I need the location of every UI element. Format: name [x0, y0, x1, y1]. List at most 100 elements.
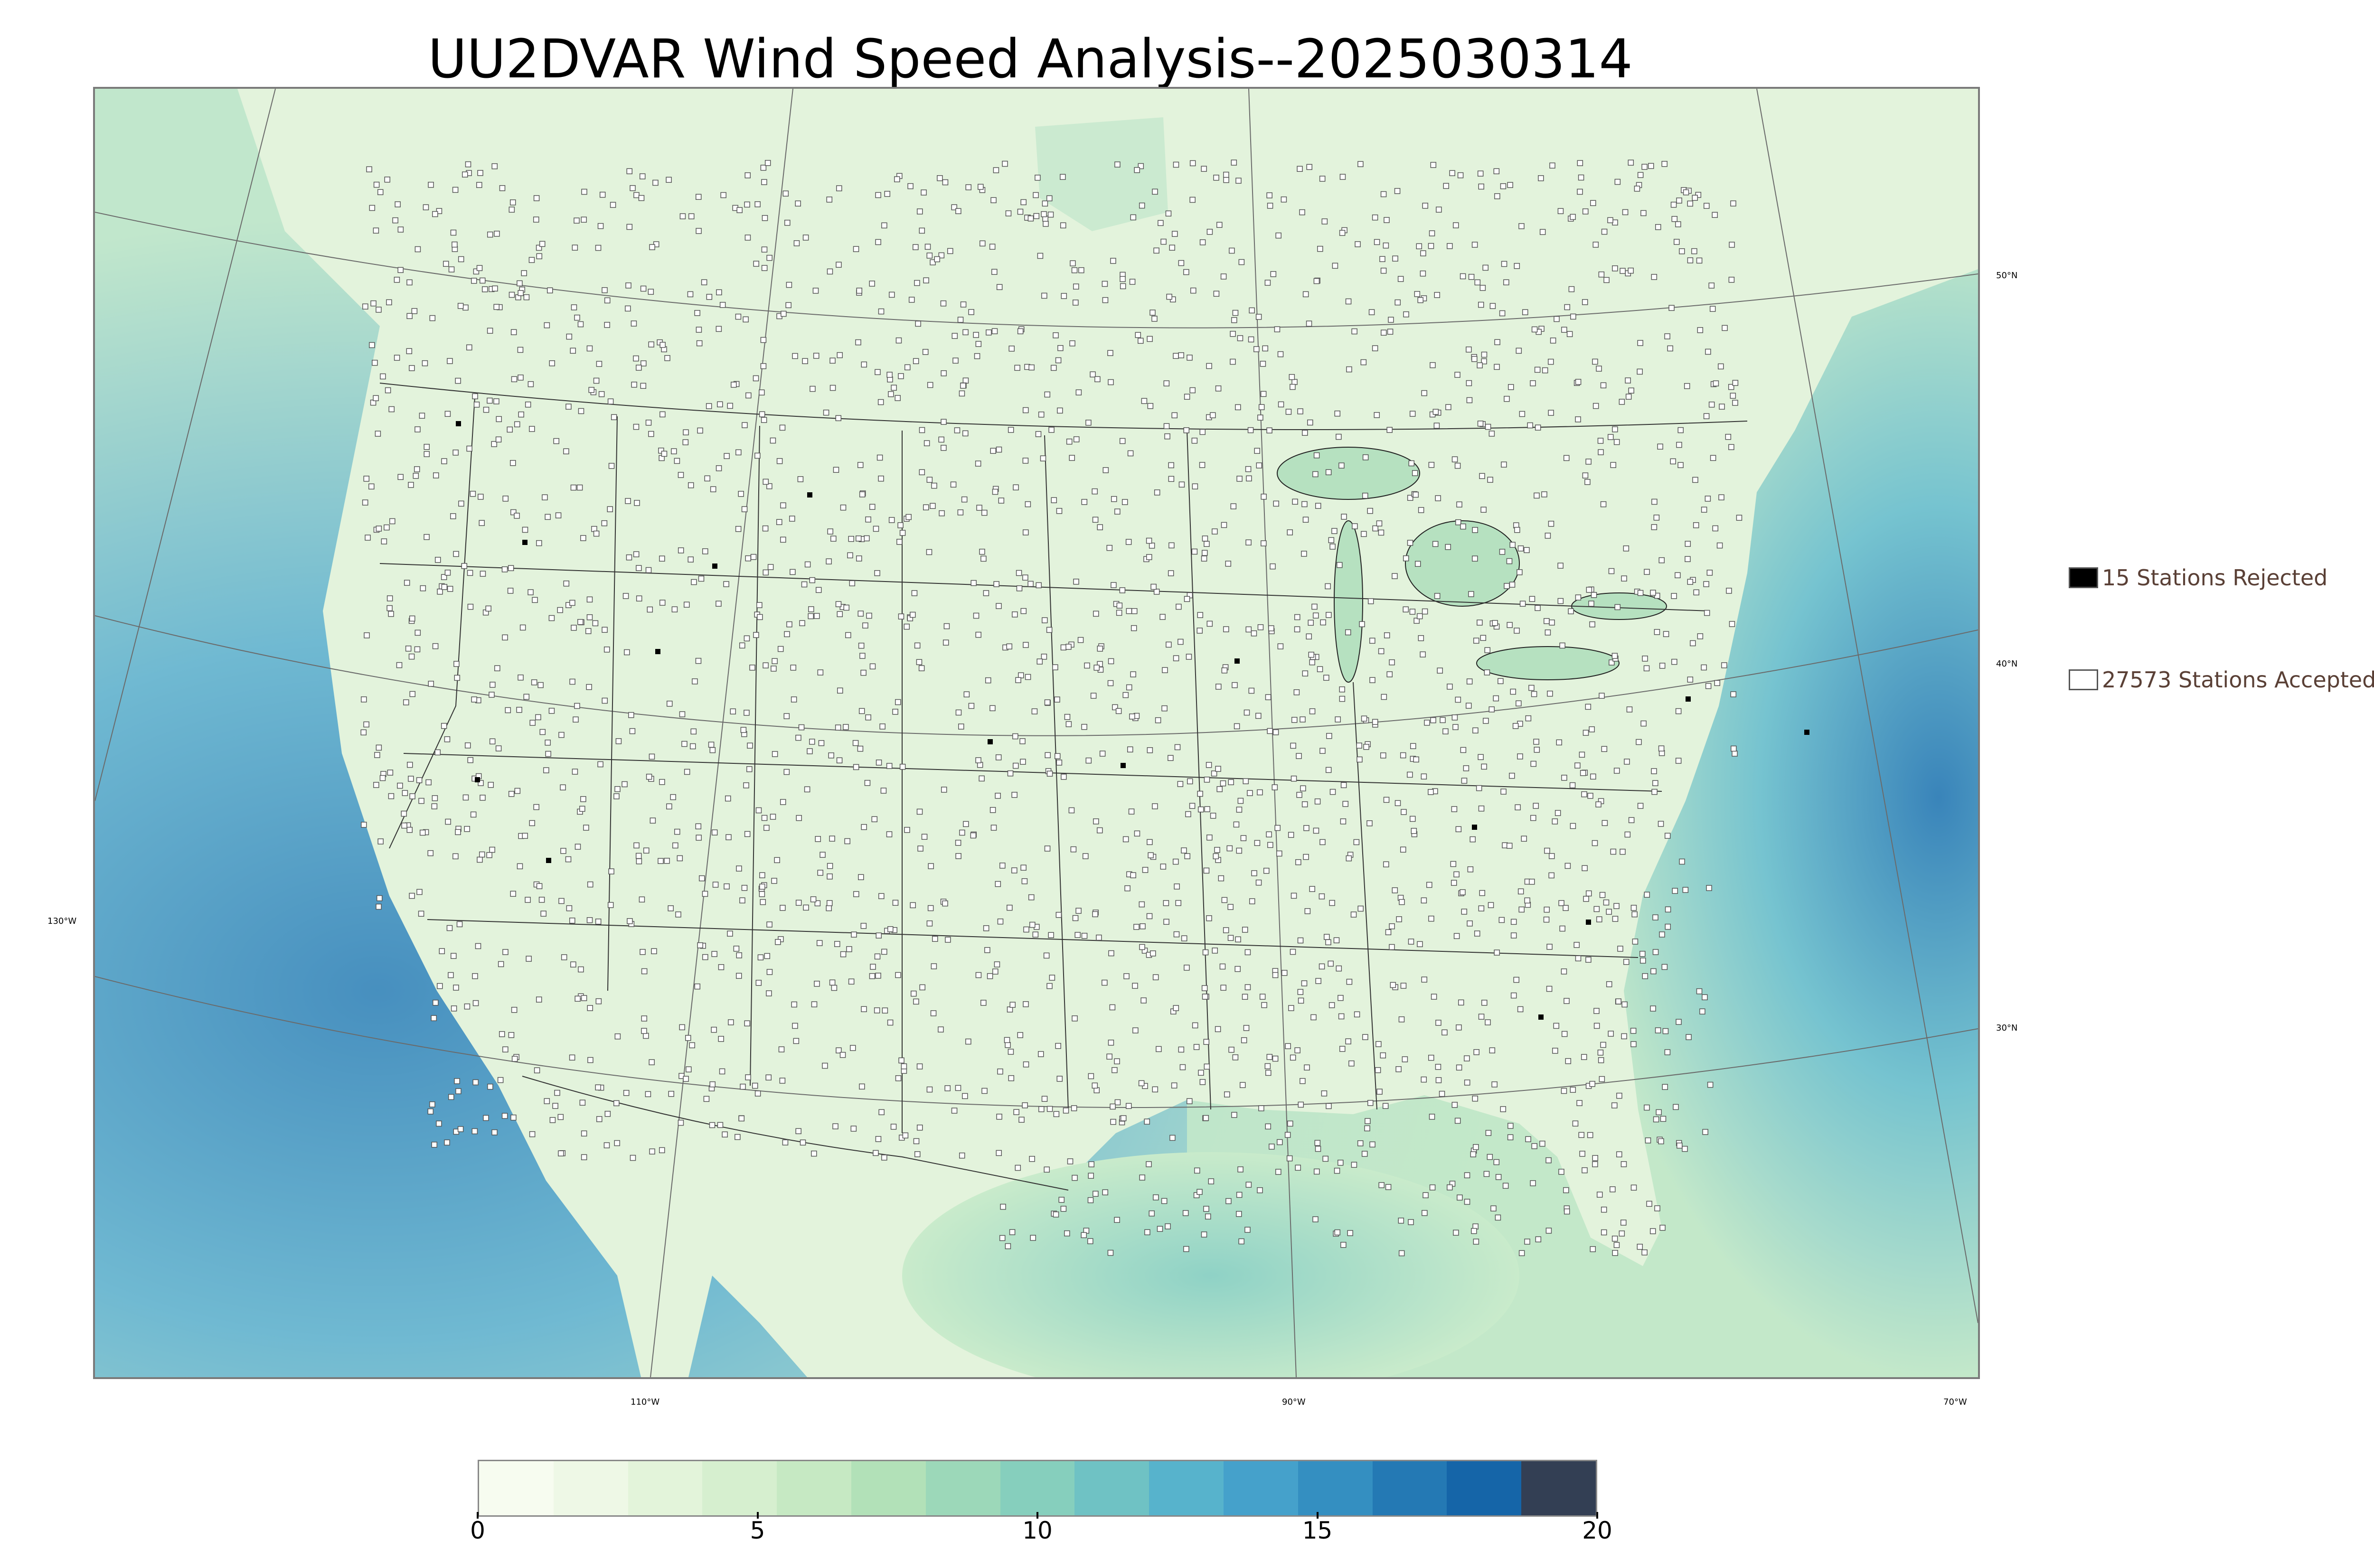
- accepted-station-marker: [1582, 472, 1589, 479]
- accepted-station-marker: [1050, 365, 1057, 371]
- accepted-station-marker: [1634, 186, 1640, 192]
- accepted-station-marker: [696, 340, 703, 347]
- gulf-of-mexico: [902, 1152, 1519, 1377]
- accepted-station-marker: [1078, 267, 1084, 273]
- accepted-station-marker: [1281, 970, 1288, 976]
- accepted-station-marker: [943, 623, 950, 629]
- accepted-station-marker: [1582, 865, 1588, 872]
- accepted-station-marker: [763, 662, 769, 668]
- accepted-station-marker: [1238, 1238, 1244, 1245]
- accepted-station-marker: [1130, 872, 1136, 878]
- wind-speed-map[interactable]: [93, 87, 1980, 1379]
- accepted-station-marker: [1043, 221, 1049, 227]
- accepted-station-marker: [1236, 1192, 1243, 1198]
- colorbar-segment: [1074, 1461, 1149, 1515]
- accepted-station-marker: [1163, 919, 1169, 925]
- accepted-station-marker: [1272, 784, 1278, 790]
- accepted-station-marker: [778, 1046, 785, 1052]
- accepted-station-marker: [879, 723, 886, 730]
- accepted-station-marker: [363, 721, 369, 728]
- accepted-station-marker: [1509, 582, 1516, 588]
- accepted-station-marker: [1204, 806, 1210, 812]
- accepted-station-marker: [853, 891, 859, 897]
- accepted-station-marker: [1416, 243, 1423, 250]
- accepted-station-marker: [761, 265, 768, 271]
- accepted-station-marker: [1160, 238, 1167, 245]
- accepted-station-marker: [1093, 818, 1099, 825]
- accepted-station-marker: [1070, 260, 1076, 266]
- accepted-station-marker: [1602, 820, 1608, 826]
- accepted-station-marker: [1667, 345, 1673, 352]
- accepted-station-marker: [1130, 671, 1136, 677]
- accepted-station-marker: [1535, 424, 1541, 431]
- accepted-station-marker: [649, 1148, 655, 1155]
- accepted-station-marker: [1709, 306, 1716, 312]
- accepted-station-marker: [886, 763, 893, 769]
- accepted-station-marker: [1092, 488, 1098, 495]
- accepted-station-marker: [1507, 622, 1513, 628]
- accepted-station-marker: [999, 1235, 1006, 1241]
- accepted-station-marker: [781, 310, 787, 317]
- accepted-station-marker: [1223, 177, 1229, 183]
- accepted-station-marker: [1183, 269, 1189, 275]
- accepted-station-marker: [1599, 1076, 1605, 1082]
- accepted-station-marker: [495, 436, 502, 443]
- accepted-station-marker: [913, 1138, 920, 1145]
- accepted-station-marker: [1499, 549, 1506, 555]
- accepted-station-marker: [1320, 619, 1326, 626]
- accepted-station-marker: [396, 662, 403, 668]
- accepted-station-marker: [1531, 1143, 1537, 1149]
- accepted-station-marker: [1092, 911, 1098, 918]
- accepted-station-marker: [441, 574, 447, 580]
- accepted-station-marker: [917, 208, 923, 215]
- accepted-station-marker: [537, 682, 544, 688]
- accepted-station-marker: [810, 896, 817, 902]
- accepted-station-marker: [1504, 395, 1510, 402]
- accepted-station-marker: [1065, 644, 1072, 650]
- accepted-station-marker: [774, 857, 780, 864]
- accepted-station-marker: [1190, 287, 1196, 294]
- rejected-station-marker: [1586, 920, 1591, 925]
- accepted-station-marker: [1657, 443, 1663, 450]
- accepted-station-marker: [386, 299, 392, 306]
- accepted-station-marker: [1685, 556, 1691, 562]
- accepted-station-marker: [1041, 292, 1047, 299]
- accepted-station-marker: [1147, 747, 1153, 753]
- accepted-station-marker: [1494, 339, 1500, 346]
- accepted-station-marker: [1535, 605, 1541, 611]
- accepted-station-marker: [1409, 816, 1416, 822]
- accepted-station-marker: [887, 1019, 894, 1026]
- accepted-station-marker: [1593, 1023, 1600, 1029]
- accepted-station-marker: [1130, 625, 1137, 631]
- accepted-station-marker: [1455, 826, 1462, 832]
- accepted-station-marker: [1265, 1070, 1272, 1076]
- accepted-station-marker: [1181, 935, 1187, 941]
- colorbar-segment: [777, 1461, 851, 1515]
- accepted-station-marker: [880, 788, 887, 794]
- accepted-station-marker: [1235, 936, 1241, 943]
- accepted-station-marker: [1548, 410, 1554, 416]
- accepted-station-marker: [406, 348, 413, 354]
- accepted-station-marker: [1587, 793, 1593, 799]
- accepted-station-marker: [1544, 618, 1550, 624]
- accepted-station-marker: [1317, 666, 1323, 672]
- accepted-station-marker: [1472, 727, 1479, 733]
- accepted-station-marker: [1356, 742, 1362, 749]
- accepted-station-marker: [1174, 744, 1181, 751]
- accepted-station-marker: [502, 1046, 509, 1052]
- accepted-station-marker: [856, 535, 862, 542]
- accepted-station-marker: [1476, 785, 1482, 791]
- accepted-station-marker: [939, 510, 945, 516]
- accepted-station-marker: [1451, 806, 1458, 812]
- accepted-station-marker: [1692, 195, 1698, 201]
- accepted-station-marker: [633, 423, 640, 430]
- accepted-station-marker: [406, 279, 413, 286]
- accepted-station-marker: [1362, 454, 1369, 460]
- accepted-station-marker: [648, 431, 654, 437]
- accepted-station-marker: [1392, 573, 1398, 579]
- accepted-station-marker: [448, 1094, 454, 1100]
- accepted-station-marker: [1319, 748, 1326, 754]
- accepted-station-marker: [511, 1056, 518, 1062]
- accepted-station-marker: [1732, 380, 1739, 386]
- accepted-station-marker: [1032, 931, 1039, 938]
